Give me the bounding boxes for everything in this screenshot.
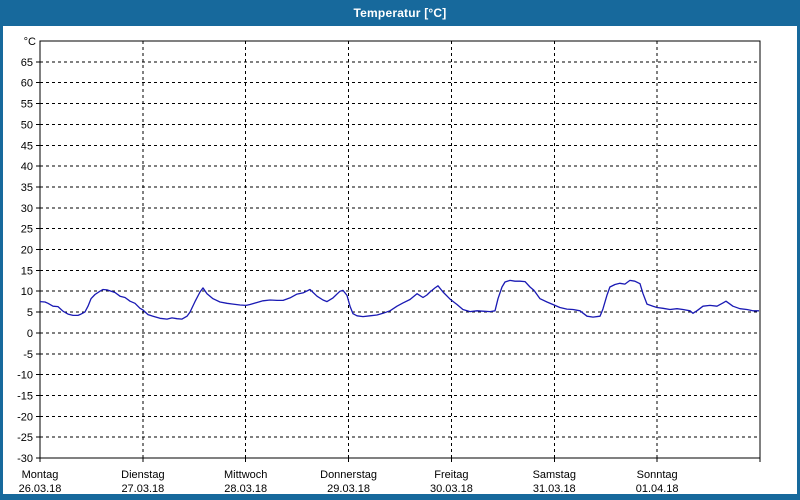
series-temperatur — [39, 279, 759, 320]
y-tick-label: 30 — [21, 203, 33, 215]
x-day-label: Freitag — [434, 469, 468, 481]
x-date-label: 26.03.18 — [19, 483, 62, 495]
y-tick-label: 50 — [21, 119, 33, 131]
x-day-label: Samstag — [533, 469, 576, 481]
y-tick-label: 25 — [21, 224, 33, 236]
y-tick-label: -30 — [17, 453, 33, 465]
y-axis-labels: -30 -25 -20 -15 -10 -5 0 5 10 15 20 25 30 35 40 45 50 55 6… — [17, 36, 36, 465]
y-tick-label: 40 — [21, 161, 33, 173]
x-date-label: 29.03.18 — [327, 483, 370, 495]
x-day-label: Mittwoch — [224, 469, 267, 481]
y-tick-label: 35 — [21, 182, 33, 194]
axis-frame — [36, 40, 761, 462]
y-tick-label: -15 — [17, 390, 33, 402]
y-tick-label: 5 — [27, 307, 33, 319]
x-date-label: 27.03.18 — [121, 483, 164, 495]
y-tick-label: 20 — [21, 245, 33, 257]
x-axis-labels: Montag 26.03.18 Dienstag 27.03.18 Mittwoch 28… — [19, 469, 679, 495]
y-unit-label: °C — [24, 36, 36, 48]
title-bar[interactable]: Temperatur [°C] — [0, 0, 800, 26]
y-tick-label: 65 — [21, 57, 33, 69]
y-tick-label: -20 — [17, 411, 33, 423]
x-day-label: Dienstag — [121, 469, 164, 481]
x-day-label: Montag — [22, 469, 59, 481]
y-tick-label: 0 — [27, 328, 33, 340]
grid-lines — [40, 41, 760, 458]
y-tick-label: 10 — [21, 286, 33, 298]
y-tick-label: 45 — [21, 140, 33, 152]
y-tick-label: 60 — [21, 78, 33, 90]
y-tick-label: -25 — [17, 432, 33, 444]
x-date-label: 30.03.18 — [430, 483, 473, 495]
x-day-label: Donnerstag — [320, 469, 377, 481]
y-tick-label: -10 — [17, 370, 33, 382]
y-tick-label: 15 — [21, 265, 33, 277]
y-tick-label: -5 — [23, 349, 33, 361]
x-date-label: 28.03.18 — [224, 483, 267, 495]
x-date-label: 31.03.18 — [533, 483, 576, 495]
window-title: Temperatur [°C] — [353, 6, 447, 20]
x-date-label: 01.04.18 — [636, 483, 679, 495]
temperature-line — [39, 279, 759, 320]
y-tick-label: 55 — [21, 99, 33, 111]
x-day-label: Sonntag — [637, 469, 678, 481]
